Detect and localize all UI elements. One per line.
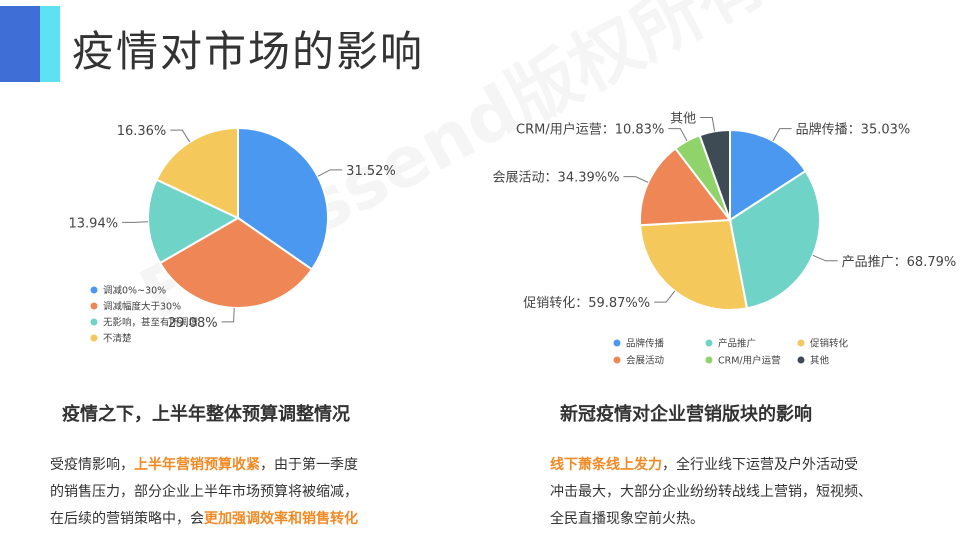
right-line1-highlight: 线下萧条线上发力: [550, 457, 662, 473]
pie0-data-label-2: 13.94%: [69, 216, 119, 231]
pie1-legend-label-1: 产品推广: [718, 338, 756, 350]
page-title: 疫情对市场的影响: [72, 27, 425, 76]
pie1-leader-3: [623, 176, 649, 183]
pie1-data-label-3: 会展活动：34.39%%: [493, 171, 620, 186]
left-line1-highlight: 上半年营销预算收紧: [134, 457, 260, 473]
pie0-legend-swatch-3: [90, 334, 98, 342]
pie1-data-label-0: 品牌传播：35.03%: [796, 122, 911, 138]
left-line3-highlight: 更加强调效率和销售转化: [204, 511, 358, 527]
pie0-slice-0: [237, 126, 329, 271]
right-paragraph-line-3: 全民直播现象空前火热。: [550, 511, 704, 527]
pie1-leader-1: [812, 254, 838, 262]
pie1-leader-2: [654, 290, 676, 303]
pie0-data-label-0: 31.52%: [346, 164, 396, 179]
right-line1-post: ，全行业线下运营及户外活动受: [662, 457, 858, 473]
pie0-leader-1: [221, 307, 235, 323]
pie0-data-label-3: 16.36%: [117, 124, 167, 139]
left-chart-subtitle: 疫情之下，上半年整体预算调整情况: [62, 404, 350, 425]
pie1-legend-swatch-3: [613, 356, 621, 364]
right-paragraph-line-2: 冲击最大，大部分企业纷纷转战线上营销，短视频、: [550, 484, 872, 500]
pie1-data-label-2: 促销转化：59.87%%: [523, 296, 650, 311]
pie1-data-label-5: 其他: [670, 112, 696, 127]
pie1-leader-5: [700, 117, 716, 132]
right-paragraph: 线下萧条线上发力，全行业线下运营及户外活动受 冲击最大，大部分企业纷纷转战线上营…: [550, 452, 872, 533]
pie0-slice-2: [147, 178, 241, 265]
left-line1-post: ，由于第一季度: [260, 457, 358, 473]
left-line1-pre: 受疫情影响，: [50, 457, 134, 473]
pie1-leader-0: [772, 128, 792, 142]
pie0-slice-1: [158, 216, 314, 309]
pie1-slice-5: [698, 128, 731, 221]
pie0-leader-0: [317, 169, 343, 177]
pie1-legend-swatch-2: [797, 339, 805, 347]
pie1-slice-1: [728, 169, 821, 310]
pie0-leader-3: [170, 129, 191, 143]
pie1-data-label-4: CRM/用户运营：10.83%: [516, 122, 664, 138]
pie1-legend-swatch-5: [797, 356, 805, 364]
pie0-data-label-1: 29.08%: [168, 316, 218, 331]
pie1-legend-label-2: 促销转化: [810, 338, 849, 350]
pie0-leader-2: [122, 221, 149, 223]
pie1-legend-label-4: CRM/用户运营: [718, 355, 781, 367]
title-accent-bar-light: [40, 6, 60, 82]
left-paragraph-line-1: 受疫情影响，上半年营销预算收紧，由于第一季度: [50, 452, 358, 479]
pie1-slice-2: [639, 218, 749, 311]
left-paragraph-line-3: 在后续的营销策略中，会更加强调效率和销售转化: [50, 506, 358, 533]
pie0-legend-label-0: 调减0%~30%: [103, 285, 166, 297]
pie0-legend-label-1: 调减幅度大于30%: [103, 301, 181, 313]
pie1-legend-swatch-0: [613, 339, 621, 347]
pie1-legend-label-5: 其他: [810, 355, 830, 367]
right-chart-subtitle: 新冠疫情对企业营销版块的影响: [560, 404, 812, 425]
title-accent-bar-dark: [0, 6, 40, 82]
pie0-legend-swatch-2: [90, 318, 98, 326]
pie1-leader-4: [668, 128, 688, 142]
pie1-data-label-1: 产品推广：68.79%: [842, 255, 957, 270]
left-paragraph-line-2: 的销售压力，部分企业上半年市场预算将被缩减，: [50, 484, 358, 500]
pie0-legend-label-3: 不清楚: [103, 333, 132, 345]
left-line3-pre: 在后续的营销策略中，会: [50, 511, 204, 527]
pie0-slice-3: [155, 126, 239, 220]
pie0-legend-label-2: 无影响，甚至有所调增: [103, 317, 198, 329]
pie1-legend-label-3: 会展活动: [626, 355, 664, 367]
pie1-legend-swatch-4: [705, 356, 713, 364]
pie1-legend-swatch-1: [705, 339, 713, 347]
pie0-legend-swatch-0: [90, 286, 98, 294]
pie0-legend-swatch-1: [90, 302, 98, 310]
pie1-slice-0: [729, 128, 807, 222]
right-paragraph-line-1: 线下萧条线上发力，全行业线下运营及户外活动受: [550, 452, 872, 479]
pie1-legend-label-0: 品牌传播: [626, 338, 665, 350]
left-paragraph: 受疫情影响，上半年营销预算收紧，由于第一季度 的销售压力，部分企业上半年市场预算…: [50, 452, 358, 533]
